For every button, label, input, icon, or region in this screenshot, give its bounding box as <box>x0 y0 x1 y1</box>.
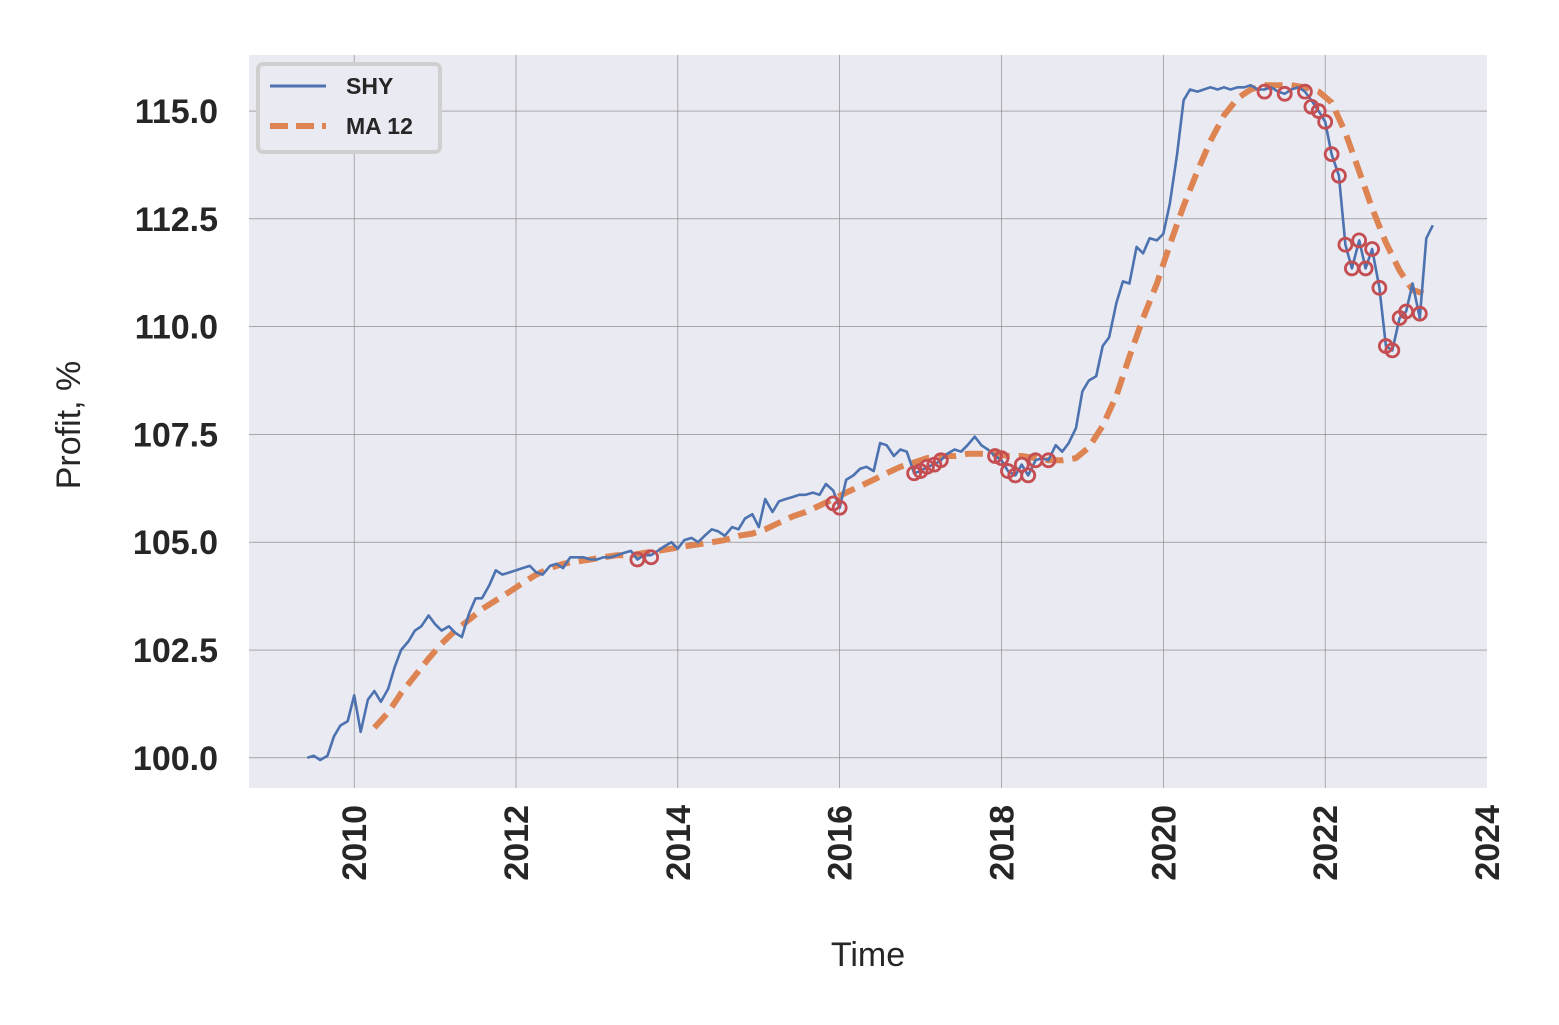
signal-marker <box>1317 113 1334 130</box>
shy-series <box>306 83 1434 762</box>
plot-background <box>249 55 1487 788</box>
x-tick-labels: 2010 2012 2014 2016 2018 2020 2022 2024 <box>336 805 1507 881</box>
signal-marker <box>1357 260 1374 277</box>
signal-marker <box>1337 236 1354 253</box>
x-tick-label: 2016 <box>822 805 860 881</box>
signal-marker <box>1040 452 1057 469</box>
grid <box>249 55 1487 788</box>
signal-marker <box>831 499 848 516</box>
signal-marker <box>1371 279 1388 296</box>
signal-marker <box>1020 467 1037 484</box>
signal-marker <box>643 549 660 566</box>
x-tick-label: 2022 <box>1307 805 1345 881</box>
y-tick-label: 102.5 <box>133 632 218 670</box>
legend: SHY MA 12 <box>256 62 442 154</box>
ma-12-series <box>372 82 1428 730</box>
y-tick-label: 100.0 <box>133 740 218 778</box>
y-tick-label: 105.0 <box>133 524 218 562</box>
signal-marker <box>993 450 1010 467</box>
x-tick-label: 2020 <box>1145 805 1183 881</box>
y-tick-label: 110.0 <box>135 309 218 347</box>
signal-marker <box>1351 232 1368 249</box>
signal-marker <box>932 452 949 469</box>
x-tick-label: 2018 <box>984 805 1022 881</box>
signal-marker <box>1364 241 1381 257</box>
x-tick-label: 2024 <box>1469 805 1507 881</box>
legend-shy-label: SHY <box>346 73 393 99</box>
y-tick-labels: 100.0 102.5 105.0 107.5 110.0 112.5 115.0 <box>133 93 218 778</box>
x-tick-label: 2014 <box>660 805 698 881</box>
signal-markers <box>629 83 1428 568</box>
signal-marker <box>919 458 935 475</box>
x-axis-label: Time <box>831 936 905 974</box>
y-tick-label: 107.5 <box>133 416 218 454</box>
signal-marker <box>1276 85 1293 102</box>
signal-marker <box>1331 167 1347 184</box>
y-axis-label: Profit, % <box>50 361 88 489</box>
y-tick-label: 112.5 <box>135 201 218 239</box>
ma-12-line <box>372 82 1428 730</box>
signal-marker <box>1384 342 1401 359</box>
signal-marker <box>1297 83 1313 100</box>
shy-line <box>306 83 1434 762</box>
y-tick-label: 115.0 <box>135 93 218 131</box>
legend-ma-label: MA 12 <box>346 113 413 139</box>
signal-marker <box>1323 146 1340 163</box>
x-tick-label: 2012 <box>498 805 536 881</box>
signal-marker <box>1256 83 1273 100</box>
signal-marker <box>1411 305 1428 322</box>
x-tick-label: 2010 <box>336 805 374 881</box>
